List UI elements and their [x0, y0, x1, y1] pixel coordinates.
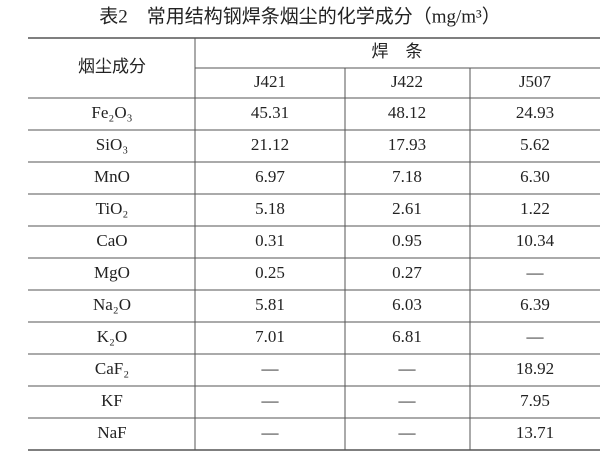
cell: 7.01	[255, 327, 285, 346]
row-label: TiO₂	[96, 199, 129, 218]
row-label: SiO₃	[96, 135, 128, 154]
cell: —	[398, 391, 417, 410]
cell: 5.81	[255, 295, 285, 314]
row-label: K₂O	[97, 327, 127, 346]
row-label: NaF	[97, 423, 126, 442]
row-label: KF	[101, 391, 123, 410]
cell: 6.97	[255, 167, 285, 186]
cell: 6.03	[392, 295, 422, 314]
row-label: Fe₂O₃	[91, 103, 132, 122]
cell: —	[526, 327, 545, 346]
row-label: Na₂O	[93, 295, 131, 314]
cell: 5.18	[255, 199, 285, 218]
table-title: 表2 常用结构钢焊条烟尘的化学成分（mg/m³）	[99, 5, 501, 27]
cell: 17.93	[388, 135, 426, 154]
cell: 6.81	[392, 327, 422, 346]
header-cell: J422	[391, 72, 423, 91]
header-cell: J507	[519, 72, 552, 91]
cell: 18.92	[516, 359, 554, 378]
cell: 24.93	[516, 103, 554, 122]
cell: 0.31	[255, 231, 285, 250]
header-cell: J421	[254, 72, 286, 91]
cell: 10.34	[516, 231, 555, 250]
cell: 0.25	[255, 263, 285, 282]
cell: 6.30	[520, 167, 550, 186]
cell: 1.22	[520, 199, 550, 218]
cell: —	[526, 263, 545, 282]
cell: —	[398, 423, 417, 442]
cell: 0.27	[392, 263, 422, 282]
cell: 0.95	[392, 231, 422, 250]
row-label: MnO	[94, 167, 130, 186]
header-cell: 焊 条	[372, 42, 423, 61]
cell: 7.95	[520, 391, 550, 410]
header-cell: 烟尘成分	[78, 57, 146, 76]
row-label: MgO	[94, 263, 130, 282]
cell: 48.12	[388, 103, 426, 122]
cell: 5.62	[520, 135, 550, 154]
cell: —	[398, 359, 417, 378]
cell: —	[261, 359, 280, 378]
cell: —	[261, 423, 280, 442]
cell: 21.12	[251, 135, 289, 154]
cell: 13.71	[516, 423, 554, 442]
cell: 6.39	[520, 295, 550, 314]
row-label: CaF₂	[95, 359, 129, 378]
cell: —	[261, 391, 280, 410]
cell: 7.18	[392, 167, 422, 186]
cell: 45.31	[251, 103, 289, 122]
row-label: CaO	[96, 231, 127, 250]
cell: 2.61	[392, 199, 422, 218]
